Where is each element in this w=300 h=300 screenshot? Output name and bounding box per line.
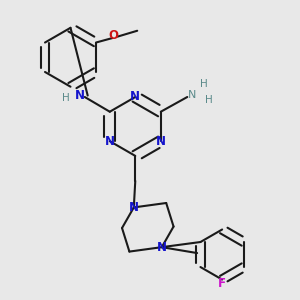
Text: N: N [129, 201, 139, 214]
Text: H: H [62, 94, 70, 103]
Text: N: N [156, 135, 166, 148]
Text: O: O [109, 29, 119, 42]
Text: N: N [130, 91, 140, 103]
Text: H: H [200, 79, 207, 89]
Text: H: H [206, 95, 213, 105]
Text: F: F [218, 277, 226, 290]
Text: N: N [157, 241, 167, 254]
Text: N: N [188, 90, 196, 100]
Text: N: N [74, 89, 85, 102]
Text: N: N [105, 135, 115, 148]
